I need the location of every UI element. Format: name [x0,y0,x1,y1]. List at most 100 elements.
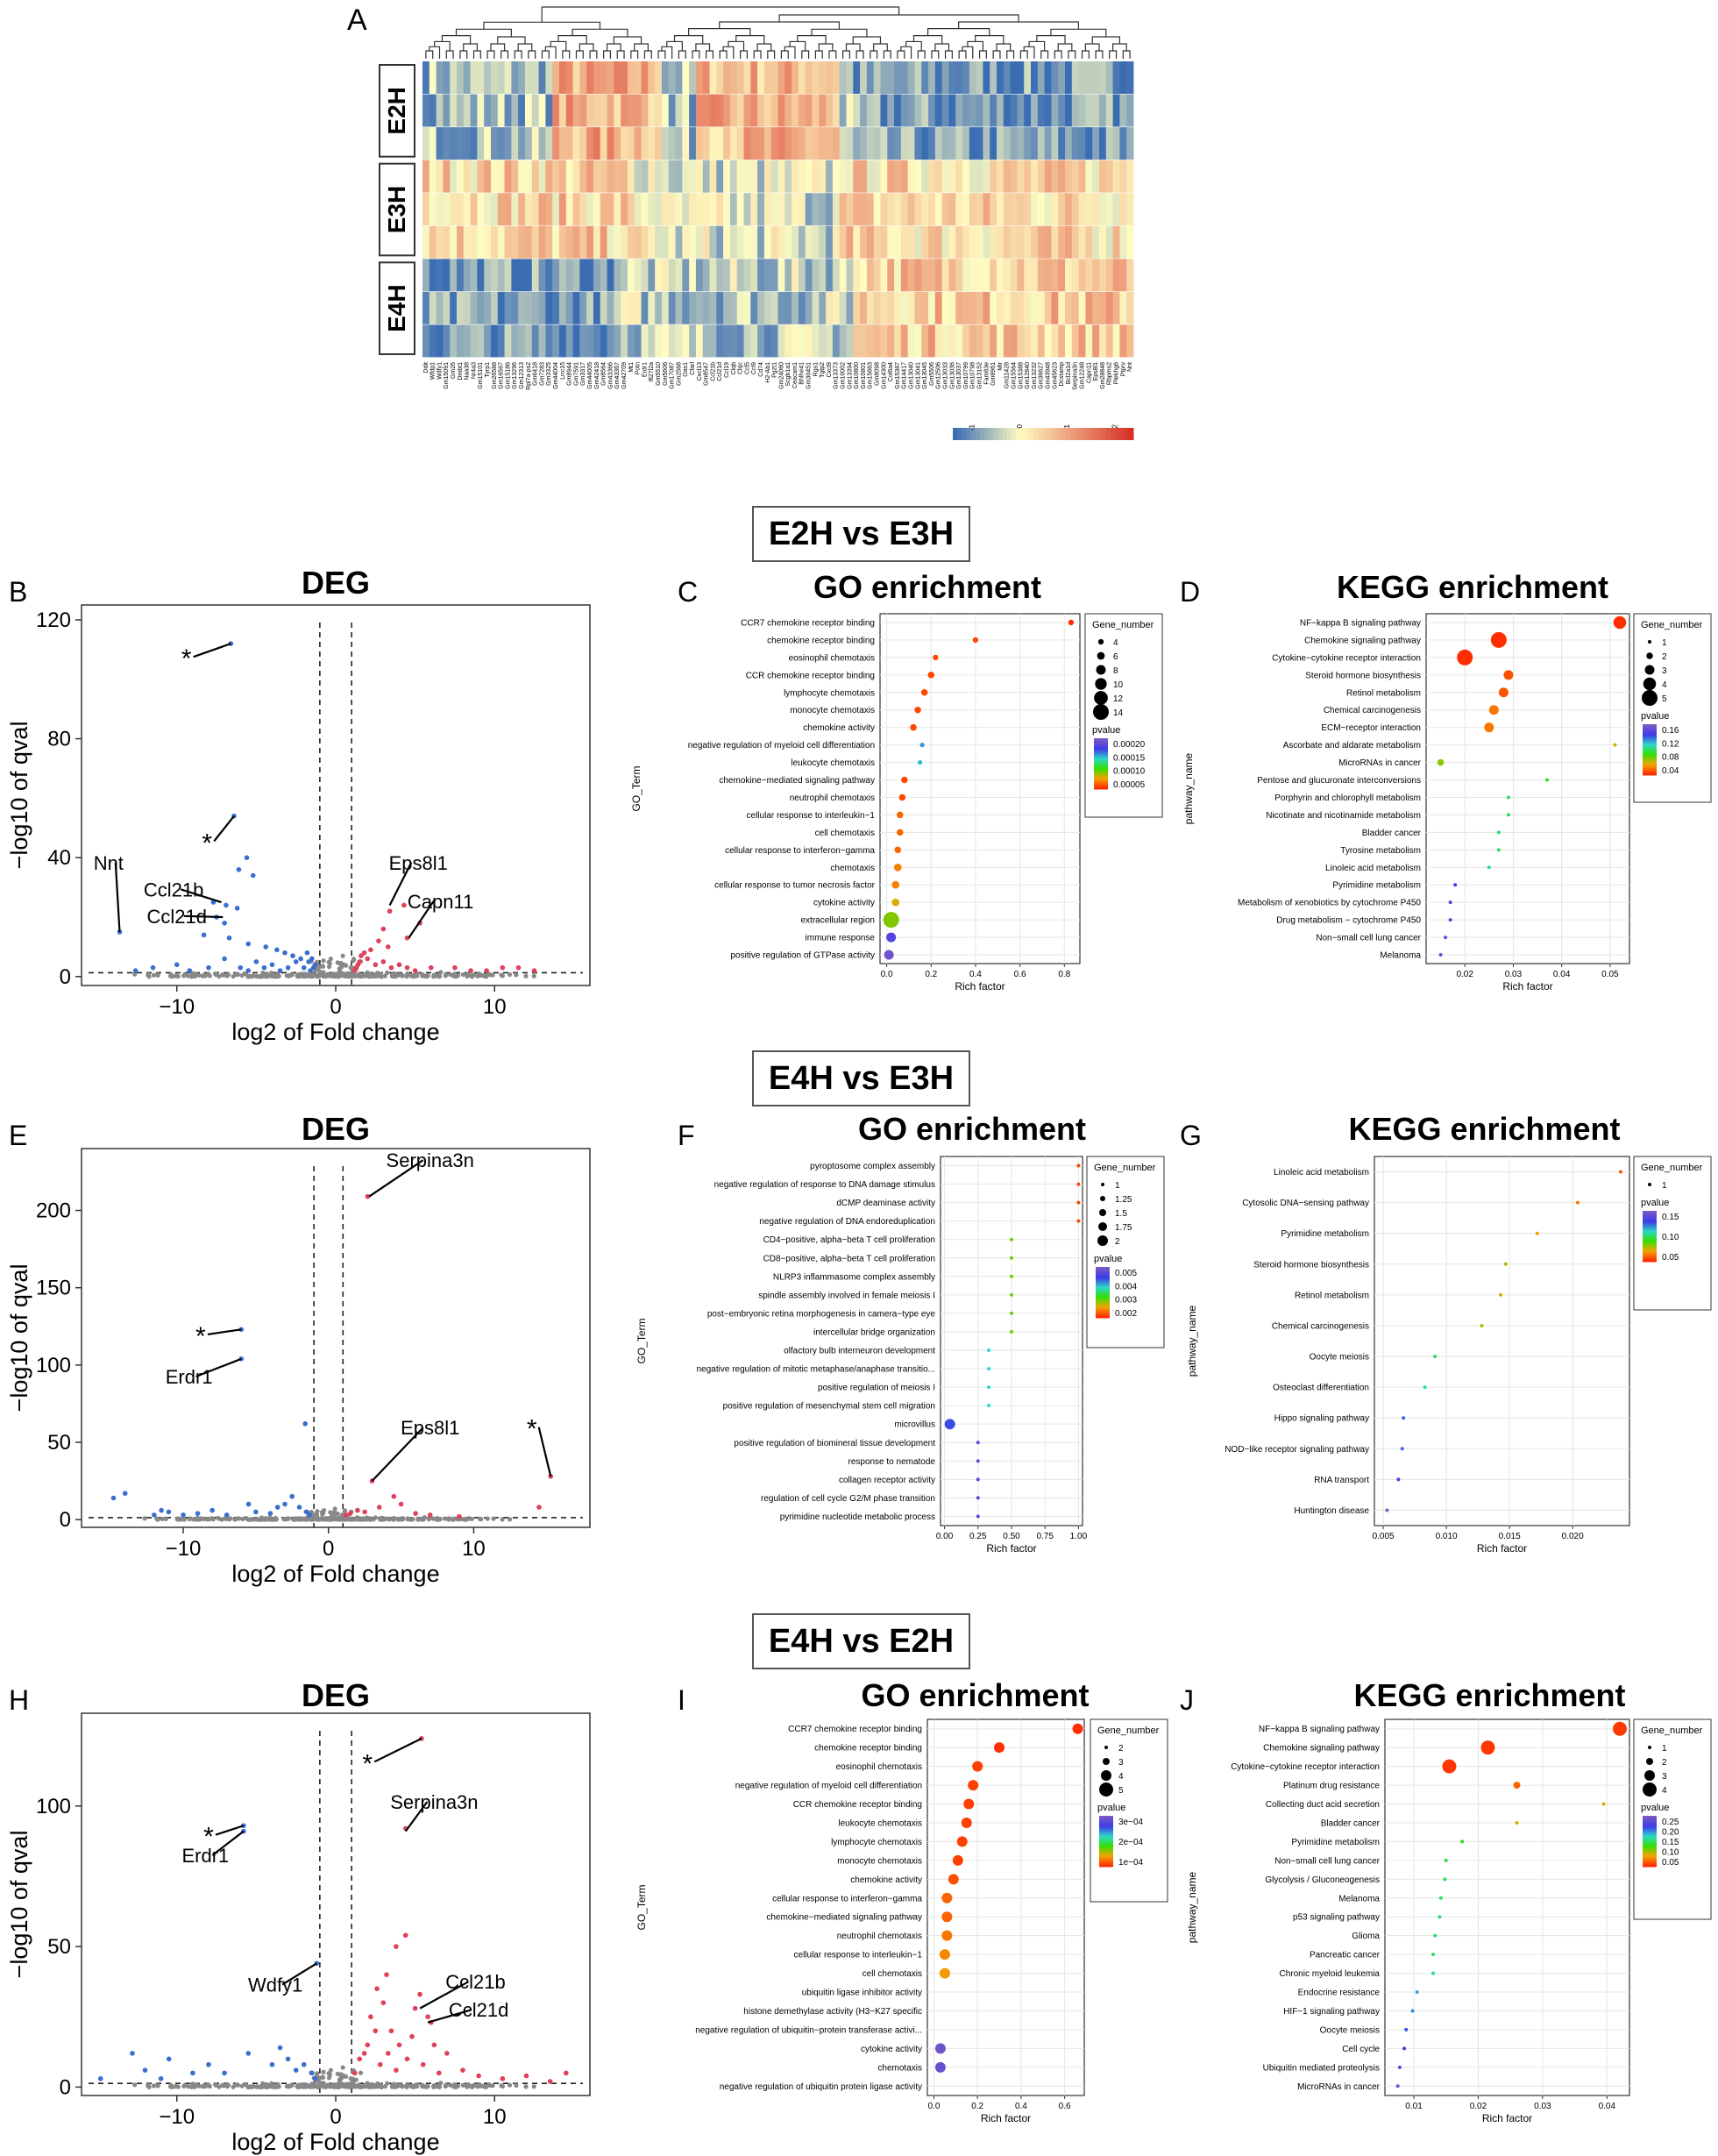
heatmap-cell [531,225,539,259]
colorbar-segment [1094,741,1108,744]
heatmap-cell [538,291,546,324]
volcano-point-ns [247,973,252,978]
heatmap-cell [812,160,820,193]
heatmap-cell [1099,160,1107,193]
volcano-annotation: * [527,1415,537,1444]
heatmap-cell [463,160,471,193]
heatmap-cell [634,127,642,160]
dendrogram-link [1091,36,1120,44]
x-tick-label: 0.25 [969,1532,987,1541]
heatmap-cell [634,94,642,127]
heatmap-col-label: Gm13394 [847,362,853,389]
heatmap-cell [997,291,1005,324]
x-tick-label: 0 [330,2105,341,2129]
heatmap-cell [709,160,717,193]
volcano-point-up [401,902,407,908]
heatmap-cell [1031,193,1039,226]
heatmap-cell [1024,324,1032,358]
annotation-leader [114,862,121,933]
colorbar-segment [1643,1865,1657,1868]
heatmap-cell [729,291,738,324]
volcano-point-ns [485,1516,490,1521]
volcano-point-ns [146,2084,152,2089]
enrichment-point [897,829,904,836]
heatmap-cell [880,160,888,193]
heatmap-cell [1037,61,1046,94]
term-label: immune response [806,934,876,943]
enrichment-point [927,672,935,679]
term-label: ubiquitin ligase inhibitor activity [802,1989,922,1998]
colorbar-segment [1643,1829,1657,1832]
heatmap-cell [907,61,915,94]
heatmap-cell [1119,94,1127,127]
colorbar-segment [1099,1854,1113,1857]
heatmap-cell [456,127,465,160]
panel-letter-G: G [1180,1120,1202,1151]
volcano-point-ns [259,974,265,979]
heatmap-cell [907,225,915,259]
x-tick-label: 0 [323,1537,334,1561]
heatmap-cell [1044,324,1052,358]
dendrogram-link [767,50,776,59]
term-label: chemotaxis [830,864,875,873]
heatmap-cell [1065,94,1073,127]
dendrogram-link [735,35,765,44]
term-label: Chemical carcinogenesis [1272,1321,1369,1331]
volcano-point-ns [435,1516,440,1521]
size-legend-label: 2 [1118,1744,1124,1754]
heatmap-cell [600,291,607,324]
heatmap-cell [1112,291,1120,324]
heatmap-cell [976,324,983,358]
enrichment-title-C: GO enrichment [813,569,1041,605]
heatmap-cell [614,61,621,94]
heatmap-cell [470,193,478,226]
heatmap-col-label: Wdfy1 [437,362,443,380]
term-label: Pancreatic cancer [1310,1951,1381,1960]
colorbar-segment [1094,748,1108,751]
heatmap-cell [484,291,492,324]
heatmap-cell [955,225,963,259]
volcano-point-up [394,1944,399,1949]
dendrogram-link [897,50,905,59]
term-label: cellular response to tumor necrosis fact… [714,881,876,891]
heatmap-cell [1078,291,1086,324]
heatmap-cell [962,127,970,160]
heatmap-cell [805,193,813,226]
heatmap-cell [1099,225,1107,259]
heatmap-cell [627,94,635,127]
heatmap-cell [572,225,580,259]
heatmap-cell [422,160,430,193]
volcano-point-ns [174,1517,181,1522]
volcano-point-up [515,964,522,971]
colorbar-segment [1096,1268,1110,1271]
heatmap-cell [997,61,1005,94]
heatmap-cell [757,160,765,193]
volcano-point-up [452,964,458,971]
y-tick-label: 50 [47,1431,71,1455]
heatmap-cell [757,291,765,324]
heatmap-cell [1003,160,1012,193]
panel-letter-A: A [347,4,367,37]
heatmap-cell [969,94,977,127]
heatmap-cell [429,61,437,94]
term-label: negative regulation of DNA endoreduplica… [759,1217,935,1227]
heatmap-cell [538,225,546,259]
heatmap-cell [819,291,827,324]
enrichment-point [968,1780,979,1791]
x-tick-label: 0.6 [1059,2102,1071,2111]
heatmap-cell [723,127,731,160]
heatmap-cell [1085,225,1093,259]
volcano-point-up [428,964,434,971]
heatmap-cell [990,127,997,160]
colorbar-segment [1643,772,1657,774]
enrichment-point [1503,1262,1508,1266]
heatmap-cell [586,160,594,193]
enrichment-point [987,1367,991,1371]
heatmap-cell [456,193,465,226]
dendrogram-link [541,6,900,23]
term-label: negative regulation of mitotic metaphase… [697,1365,935,1375]
heatmap-cell [1031,259,1039,292]
annotation-leader [419,1981,470,2010]
enrichment-point [1513,1782,1521,1790]
heatmap-cell [655,291,663,324]
